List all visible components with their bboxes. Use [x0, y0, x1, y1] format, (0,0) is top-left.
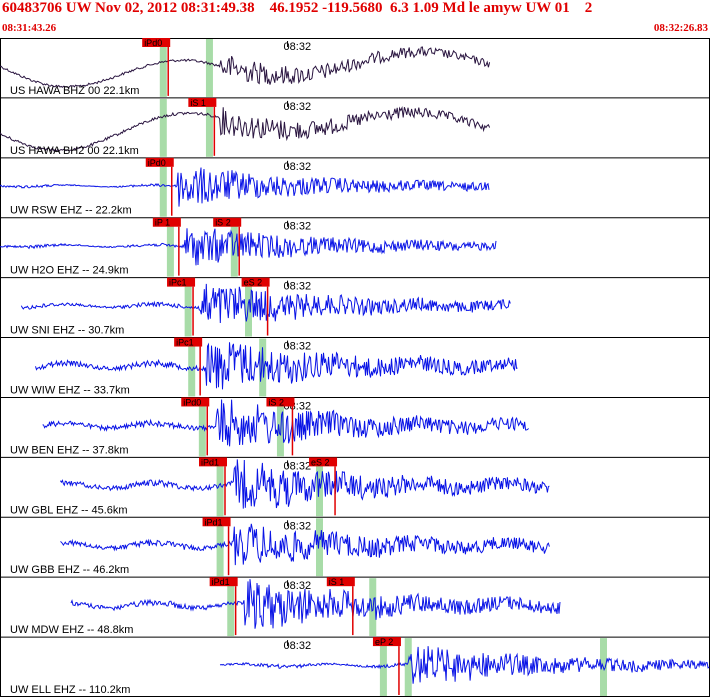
trace-panel[interactable]: 08:32 iPc1 eS 2 UW SNI EHZ -- 30.7km [0, 277, 710, 337]
minute-tick-label: 08:32 [284, 161, 312, 173]
pick-label: iPc1 [176, 338, 194, 348]
pick-marker [142, 38, 171, 47]
minute-tick-label: 08:32 [284, 221, 312, 233]
minute-tick-label: 08:32 [284, 341, 312, 353]
pick-label: iS 1 [329, 577, 345, 587]
window-band [276, 398, 284, 457]
trace-panel[interactable]: 08:32 iPd0 UW RSW EHZ -- 22.2km [0, 157, 710, 217]
minute-tick-label: 08:32 [284, 580, 312, 592]
trace-panel[interactable]: 08:32 eP 2 UW ELL EHZ -- 110.2km [0, 636, 710, 696]
pick-marker [152, 217, 181, 227]
window-band [245, 278, 252, 337]
window-band [205, 98, 213, 157]
pick-marker [209, 577, 238, 587]
end-time-label: 08:32:26.83 [653, 22, 708, 34]
pick-marker [174, 337, 203, 347]
pick-label: iS 1 [190, 98, 206, 108]
waveform-trace [35, 342, 518, 390]
pick-marker [241, 277, 270, 287]
window-band [404, 638, 412, 696]
pick-label: eS 2 [244, 278, 263, 288]
pick-label: eP 2 [375, 637, 393, 647]
window-band [159, 39, 167, 97]
pick-label: iPd1 [212, 577, 230, 587]
pick-label: iS 2 [268, 397, 284, 407]
station-label: UW SNI EHZ -- 30.7km [10, 325, 124, 337]
trace-panel[interactable]: 08:32 iS 1 US HAWA BH2 00 22.1km [0, 97, 710, 157]
window-band [227, 578, 235, 637]
trace-panel[interactable]: 08:32 iPd1 iS 1 UW MDW EHZ -- 48.8km [0, 576, 710, 637]
pick-marker [145, 157, 174, 167]
trace-panel[interactable]: 08:32 iPd1 eS 2 UW GBL EHZ -- 45.6km [0, 456, 710, 517]
waveform-trace [42, 399, 529, 447]
window-band [188, 338, 196, 397]
event-header: 60483706 UW Nov 02, 2012 08:31:49.38 46.… [2, 0, 593, 16]
trace-panel[interactable]: 08:32 iPd1 UW GBB EHZ -- 46.2km [0, 516, 710, 577]
window-band [216, 518, 224, 577]
station-label: US HAWA BH2 00 22.1km [10, 145, 139, 157]
pick-marker [372, 637, 401, 647]
window-band [216, 458, 224, 517]
pick-marker [181, 397, 210, 407]
pick-label: iPd1 [205, 517, 223, 527]
waveform-trace [59, 459, 550, 509]
pick-label: iP 1 [155, 218, 170, 228]
pick-marker [199, 457, 227, 467]
station-label: UW MDW EHZ -- 48.8km [10, 624, 133, 636]
waveform-trace [60, 523, 550, 566]
pick-marker [266, 397, 295, 407]
pick-marker [188, 97, 217, 107]
minute-tick-label: 08:32 [284, 460, 312, 472]
window-band [316, 458, 323, 517]
station-label: US HAWA BHZ 00 22.1km [10, 85, 139, 97]
minute-tick-label: 08:32 [284, 281, 312, 293]
station-label: UW RSW EHZ -- 22.2km [10, 205, 132, 217]
pick-label: iPd0 [148, 158, 166, 168]
window-band [316, 518, 323, 577]
station-label: UW ELL EHZ -- 110.2km [10, 684, 130, 696]
pick-label: iPd1 [201, 457, 219, 467]
pick-marker [213, 217, 242, 227]
station-label: UW GBL EHZ -- 45.6km [10, 504, 128, 516]
window-band [205, 39, 213, 97]
pick-label: eS 2 [311, 457, 330, 467]
window-band [379, 638, 387, 696]
waveform-trace [0, 167, 490, 207]
trace-panel[interactable]: 08:32 iPd0 US HAWA BHZ 00 22.1km [0, 38, 491, 97]
pick-marker [309, 457, 338, 467]
minute-tick-label: 08:32 [284, 640, 312, 652]
pick-label: iPd0 [183, 397, 201, 407]
waveform-trace [20, 283, 511, 324]
pick-marker [167, 277, 196, 287]
station-label: UW WIW EHZ -- 33.7km [10, 384, 130, 396]
minute-tick-label: 08:32 [284, 520, 312, 532]
window-band [166, 218, 174, 277]
pick-label: iPd0 [144, 38, 162, 48]
waveform-trace [70, 579, 561, 629]
pick-label: iPc1 [169, 278, 187, 288]
waveform-trace [0, 228, 497, 266]
waveform-trace [219, 646, 710, 684]
waveform-trace [0, 46, 491, 89]
trace-panel[interactable]: 08:32 iPc1 UW WIW EHZ -- 33.7km [0, 337, 710, 397]
window-band [159, 98, 167, 157]
minute-tick-label: 08:32 [284, 101, 312, 113]
minute-tick-label: 08:32 [284, 41, 312, 53]
waveform-trace [0, 105, 491, 153]
station-label: UW GBB EHZ -- 46.2km [10, 564, 129, 576]
pick-marker [202, 517, 231, 527]
station-label: UW BEN EHZ -- 37.8km [10, 444, 129, 456]
start-time-label: 08:31:43.26 [2, 22, 57, 34]
pick-marker [326, 577, 355, 587]
pick-label: iS 2 [215, 218, 231, 228]
trace-panel[interactable]: 08:32 iP 1 iS 2 UW H2O EHZ -- 24.9km [0, 217, 710, 277]
window-band [159, 158, 167, 217]
station-label: UW H2O EHZ -- 24.9km [10, 265, 129, 277]
